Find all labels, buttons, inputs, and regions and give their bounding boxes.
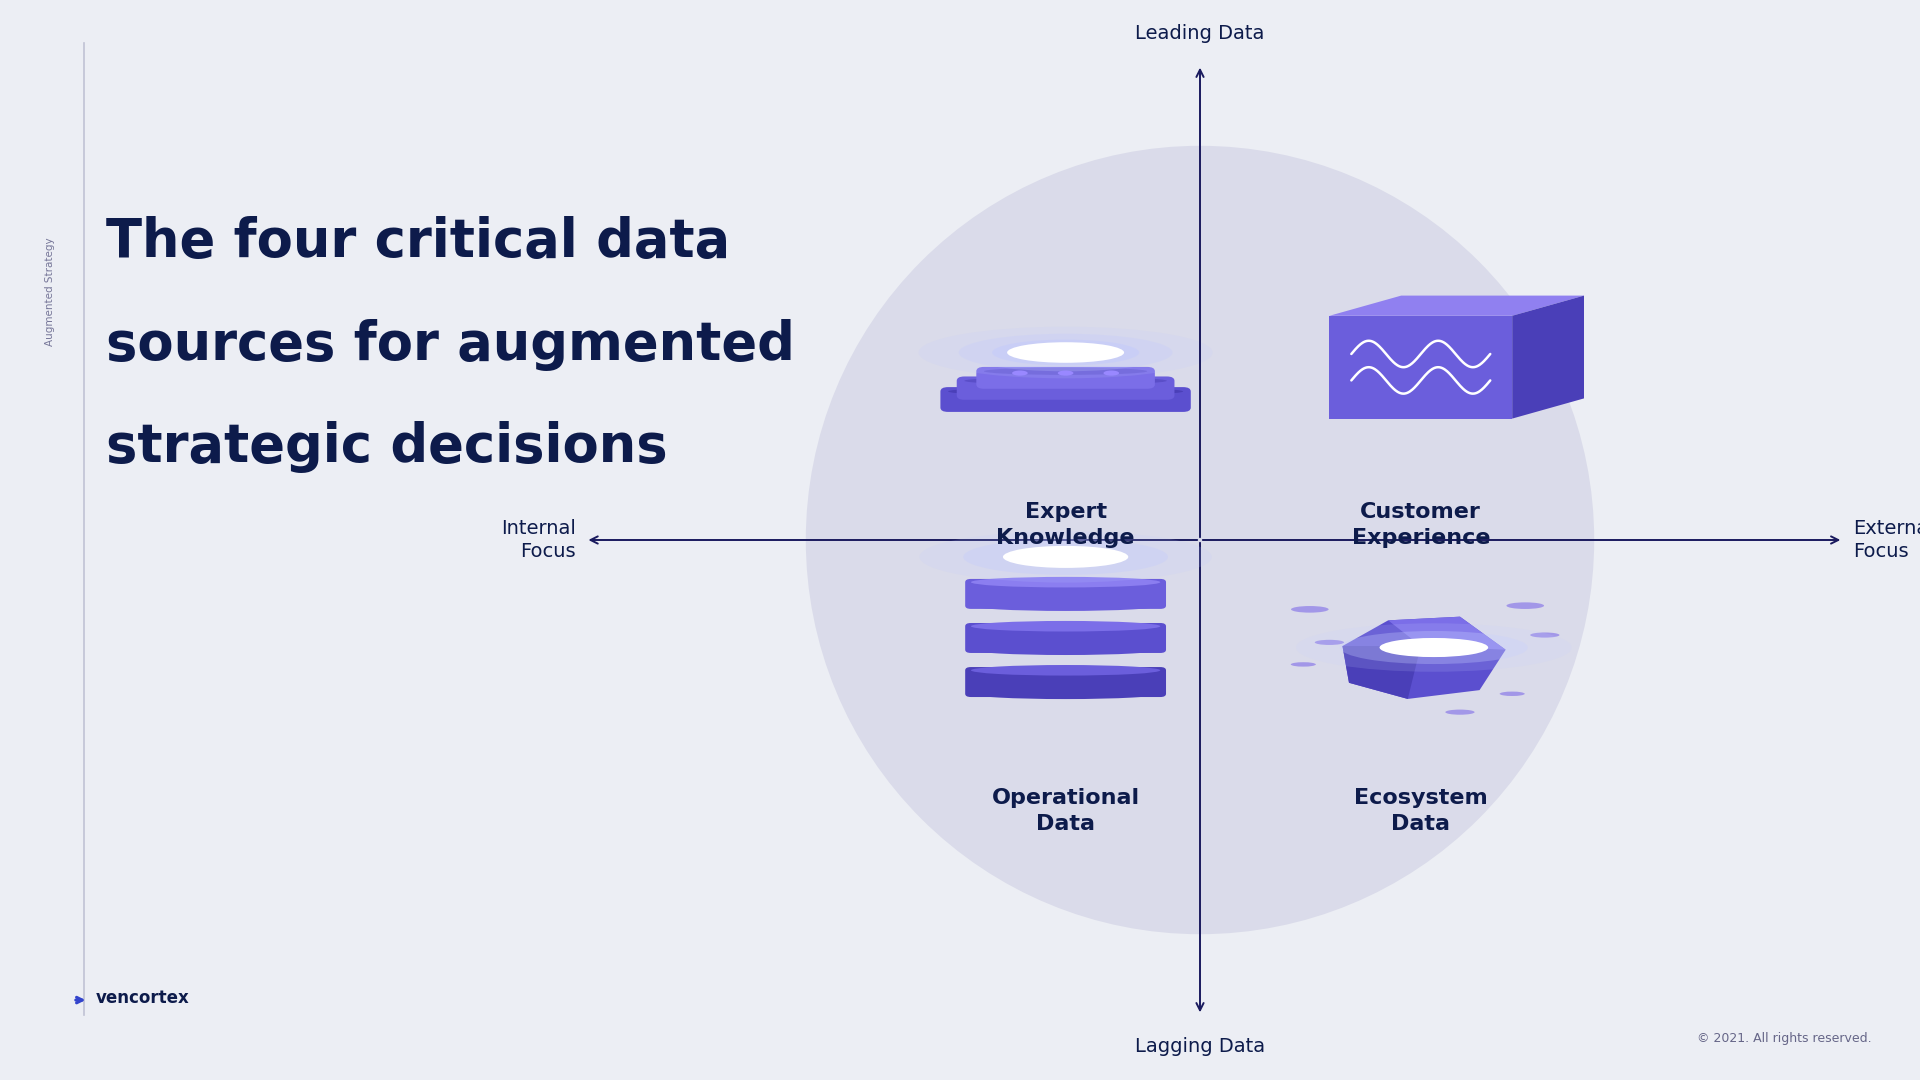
Text: sources for augmented: sources for augmented <box>106 319 795 370</box>
Ellipse shape <box>948 387 1183 396</box>
Text: Internal
Focus: Internal Focus <box>501 518 576 562</box>
Ellipse shape <box>972 600 1160 611</box>
FancyBboxPatch shape <box>956 377 1175 400</box>
Text: Leading Data: Leading Data <box>1135 24 1265 43</box>
Ellipse shape <box>964 377 1167 384</box>
Ellipse shape <box>983 367 1148 375</box>
Text: Customer
Experience: Customer Experience <box>1352 502 1490 548</box>
Polygon shape <box>1388 617 1505 650</box>
FancyBboxPatch shape <box>966 623 1165 653</box>
Ellipse shape <box>972 577 1160 588</box>
FancyBboxPatch shape <box>966 667 1165 697</box>
Ellipse shape <box>993 339 1139 365</box>
Ellipse shape <box>1380 638 1488 657</box>
Text: Lagging Data: Lagging Data <box>1135 1037 1265 1056</box>
Ellipse shape <box>1008 342 1123 363</box>
Ellipse shape <box>964 539 1167 575</box>
Text: © 2021. All rights reserved.: © 2021. All rights reserved. <box>1697 1032 1872 1045</box>
FancyBboxPatch shape <box>977 367 1156 389</box>
Ellipse shape <box>1315 639 1344 645</box>
Ellipse shape <box>1500 691 1524 696</box>
Text: External
Focus: External Focus <box>1853 518 1920 562</box>
Ellipse shape <box>972 689 1160 699</box>
Ellipse shape <box>1340 631 1528 664</box>
Ellipse shape <box>1002 545 1129 568</box>
Text: Operational
Data: Operational Data <box>991 788 1140 834</box>
Polygon shape <box>1342 646 1421 699</box>
Ellipse shape <box>1290 662 1315 666</box>
Text: strategic decisions: strategic decisions <box>106 421 668 473</box>
Polygon shape <box>1342 617 1505 699</box>
Ellipse shape <box>1530 633 1559 637</box>
Polygon shape <box>1329 315 1513 419</box>
Text: Expert
Knowledge: Expert Knowledge <box>996 502 1135 548</box>
FancyBboxPatch shape <box>941 387 1190 411</box>
Ellipse shape <box>1507 603 1544 609</box>
Ellipse shape <box>806 146 1594 934</box>
Ellipse shape <box>972 645 1160 654</box>
Ellipse shape <box>920 531 1212 582</box>
Ellipse shape <box>972 665 1160 676</box>
FancyBboxPatch shape <box>966 579 1165 609</box>
Text: The four critical data: The four critical data <box>106 216 730 268</box>
Ellipse shape <box>1446 710 1475 715</box>
Text: Ecosystem
Data: Ecosystem Data <box>1354 788 1488 834</box>
Ellipse shape <box>918 326 1213 378</box>
Ellipse shape <box>1104 370 1119 376</box>
Ellipse shape <box>1290 606 1329 612</box>
Ellipse shape <box>1012 370 1027 376</box>
Ellipse shape <box>958 334 1173 372</box>
Ellipse shape <box>1058 370 1073 376</box>
Text: Augmented Strategy: Augmented Strategy <box>44 238 56 346</box>
Ellipse shape <box>1296 623 1572 672</box>
Polygon shape <box>1513 296 1584 419</box>
Polygon shape <box>1329 296 1584 315</box>
Text: vencortex: vencortex <box>96 988 190 1007</box>
Ellipse shape <box>972 621 1160 632</box>
